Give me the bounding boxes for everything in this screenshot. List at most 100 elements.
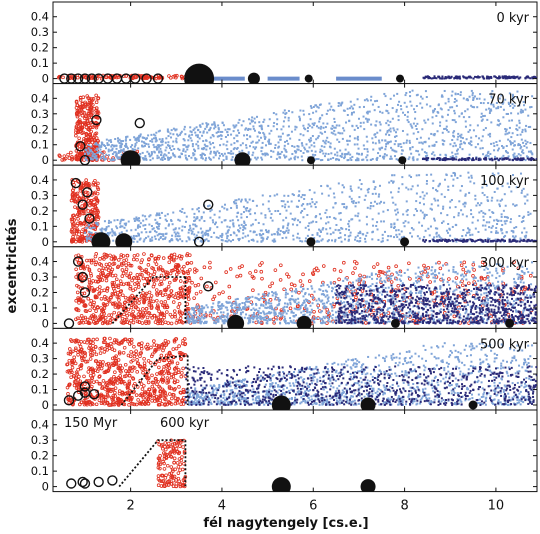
particle <box>190 139 193 142</box>
particle <box>406 209 409 212</box>
particle <box>503 220 506 223</box>
particle <box>437 204 440 207</box>
particle <box>524 195 527 198</box>
particle <box>430 77 433 80</box>
particle <box>83 302 87 307</box>
particle <box>481 118 484 121</box>
particle <box>242 205 245 208</box>
particle <box>512 106 515 109</box>
particle <box>529 212 532 215</box>
particle <box>483 180 486 183</box>
particle <box>427 227 430 230</box>
particle <box>105 226 108 229</box>
particle <box>290 130 293 133</box>
particle <box>356 135 359 138</box>
particle <box>137 139 140 142</box>
particle <box>336 138 339 141</box>
particle <box>84 138 88 143</box>
particle <box>469 180 472 183</box>
particle <box>468 153 471 156</box>
particle <box>148 231 151 234</box>
particle <box>158 212 161 215</box>
particle <box>226 225 229 228</box>
particle <box>172 133 175 136</box>
particle <box>529 141 532 144</box>
particle <box>395 158 398 161</box>
particle <box>107 148 110 151</box>
particle <box>159 158 162 161</box>
particle <box>142 252 146 256</box>
particle <box>89 273 94 278</box>
particle <box>531 153 534 156</box>
particle <box>241 149 244 152</box>
particle <box>235 206 238 209</box>
particle <box>485 158 488 161</box>
particle <box>333 129 336 132</box>
particle <box>122 148 125 151</box>
particle <box>285 155 288 158</box>
particle <box>237 230 240 233</box>
particle <box>142 240 145 243</box>
particle <box>148 153 151 156</box>
particle <box>472 77 475 80</box>
particle <box>456 177 459 180</box>
particle <box>252 151 255 154</box>
particle <box>459 189 462 192</box>
particle <box>487 102 490 105</box>
particle <box>302 109 305 112</box>
particle <box>80 237 84 241</box>
particle <box>497 105 500 108</box>
particle <box>377 269 382 274</box>
particle <box>73 199 78 204</box>
particle <box>335 158 338 161</box>
particle <box>310 205 313 208</box>
particle <box>226 130 229 133</box>
particle <box>516 240 519 243</box>
particle <box>196 136 199 139</box>
particle <box>318 120 321 123</box>
particle <box>474 198 477 201</box>
particle <box>77 144 82 149</box>
particle <box>248 145 251 148</box>
giant-planet <box>115 233 133 247</box>
particle <box>508 240 511 243</box>
particle <box>229 240 232 243</box>
particle <box>218 154 221 157</box>
particle <box>180 320 185 325</box>
particle <box>441 115 444 118</box>
particle <box>532 157 535 160</box>
particle <box>109 149 112 152</box>
embryo-open-circle <box>134 117 145 129</box>
particle <box>488 286 491 289</box>
particle <box>371 103 374 106</box>
particle <box>221 234 224 237</box>
particle <box>153 146 156 149</box>
particle <box>243 220 246 223</box>
particle <box>283 194 286 197</box>
particle <box>467 231 470 234</box>
particle <box>262 121 265 124</box>
particle <box>94 125 99 130</box>
particle <box>83 100 87 105</box>
particle <box>520 145 523 148</box>
particle <box>196 283 201 287</box>
particle <box>199 131 202 134</box>
particle <box>362 105 365 108</box>
particle <box>363 148 366 151</box>
particle <box>465 215 468 218</box>
particle <box>506 216 509 219</box>
particle <box>508 131 511 134</box>
particle <box>225 144 228 147</box>
particle <box>75 237 80 242</box>
particle <box>456 238 459 241</box>
particle <box>357 232 360 235</box>
particle <box>311 272 316 276</box>
particle <box>465 239 468 242</box>
particle <box>391 296 394 299</box>
particle <box>443 140 446 143</box>
particle <box>394 150 397 153</box>
particle <box>285 229 288 232</box>
particle <box>330 152 333 155</box>
particle <box>427 137 430 140</box>
particle <box>307 225 310 228</box>
